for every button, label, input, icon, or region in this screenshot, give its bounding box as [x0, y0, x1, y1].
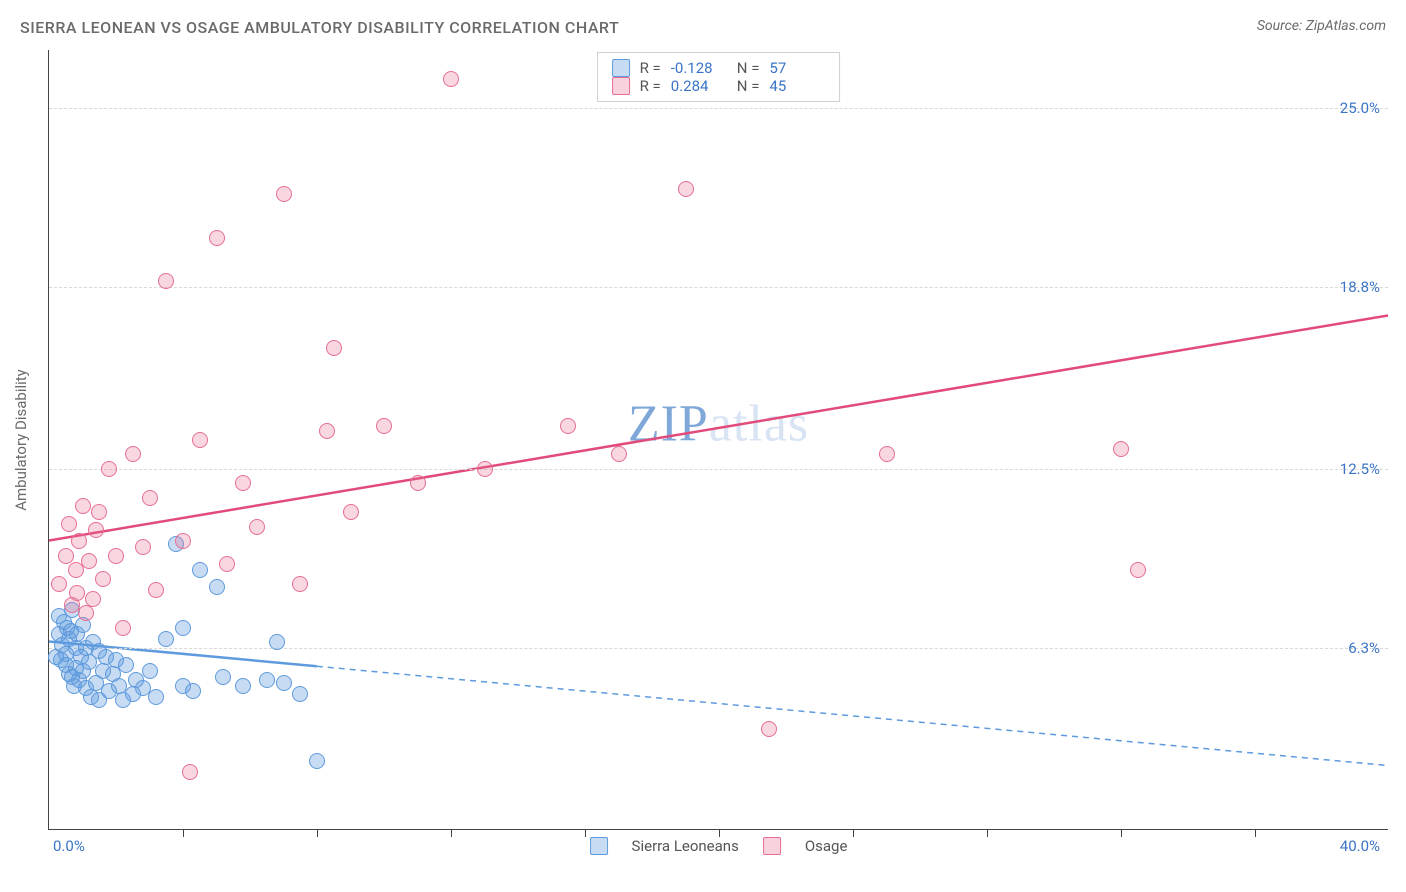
gridline-h	[49, 108, 1388, 109]
y-tick-label: 25.0%	[1340, 99, 1380, 117]
y-tick-label: 18.8%	[1340, 278, 1380, 296]
data-point	[185, 683, 201, 699]
data-point	[158, 273, 174, 289]
data-point	[1130, 562, 1146, 578]
trend-lines	[49, 50, 1388, 829]
data-point	[148, 689, 164, 705]
data-point	[215, 669, 231, 685]
data-point	[51, 576, 67, 592]
data-point	[175, 533, 191, 549]
data-point	[85, 591, 101, 607]
data-point	[443, 71, 459, 87]
data-point	[259, 672, 275, 688]
data-point	[235, 475, 251, 491]
data-point	[376, 418, 392, 434]
data-point	[292, 576, 308, 592]
data-point	[182, 764, 198, 780]
data-point	[319, 423, 335, 439]
data-point	[71, 533, 87, 549]
data-point	[276, 186, 292, 202]
stats-row-1: R =-0.128 N =57	[612, 59, 826, 77]
data-point	[879, 446, 895, 462]
data-point	[135, 539, 151, 555]
legend-label-1: Sierra Leoneans	[632, 837, 739, 855]
y-axis-title: Ambulatory Disability	[12, 369, 30, 511]
stats-row-2: R =0.284 N =45	[612, 77, 826, 95]
source-label: Source: ZipAtlas.com	[1257, 18, 1386, 34]
x-tick	[451, 829, 452, 837]
legend-label-2: Osage	[805, 837, 848, 855]
x-tick	[183, 829, 184, 837]
data-point	[175, 620, 191, 636]
data-point	[115, 620, 131, 636]
chart-title: SIERRA LEONEAN VS OSAGE AMBULATORY DISAB…	[20, 18, 619, 37]
data-point	[209, 579, 225, 595]
legend: Sierra Leoneans Osage	[590, 837, 848, 855]
watermark: ZIPatlas	[628, 394, 809, 453]
y-tick-label: 6.3%	[1348, 639, 1380, 657]
scatter-chart: Ambulatory Disability ZIPatlas R =-0.128…	[48, 50, 1388, 830]
data-point	[560, 418, 576, 434]
data-point	[326, 340, 342, 356]
data-point	[78, 605, 94, 621]
data-point	[108, 548, 124, 564]
data-point	[410, 475, 426, 491]
data-point	[611, 446, 627, 462]
legend-swatch-blue-icon	[590, 837, 608, 855]
data-point	[58, 548, 74, 564]
data-point	[91, 504, 107, 520]
data-point	[192, 432, 208, 448]
data-point	[142, 490, 158, 506]
legend-swatch-pink-icon	[763, 837, 781, 855]
x-tick	[317, 829, 318, 837]
data-point	[249, 519, 265, 535]
data-point	[88, 522, 104, 538]
data-point	[276, 675, 292, 691]
stats-box: R =-0.128 N =57 R =0.284 N =45	[597, 52, 841, 102]
swatch-pink-icon	[612, 77, 630, 95]
data-point	[761, 721, 777, 737]
data-point	[158, 631, 174, 647]
x-tick	[1255, 829, 1256, 837]
data-point	[678, 181, 694, 197]
x-tick	[1121, 829, 1122, 837]
x-min-label: 0.0%	[53, 837, 85, 855]
data-point	[148, 582, 164, 598]
y-tick-label: 12.5%	[1340, 460, 1380, 478]
gridline-h	[49, 648, 1388, 649]
data-point	[95, 571, 111, 587]
x-tick	[719, 829, 720, 837]
x-tick	[987, 829, 988, 837]
data-point	[292, 686, 308, 702]
swatch-blue-icon	[612, 59, 630, 77]
data-point	[69, 585, 85, 601]
gridline-h	[49, 469, 1388, 470]
data-point	[75, 498, 91, 514]
x-max-label: 40.0%	[1340, 837, 1380, 855]
data-point	[142, 663, 158, 679]
data-point	[101, 461, 117, 477]
data-point	[192, 562, 208, 578]
data-point	[235, 678, 251, 694]
data-point	[209, 230, 225, 246]
x-tick	[585, 829, 586, 837]
data-point	[125, 446, 141, 462]
data-point	[81, 553, 97, 569]
data-point	[61, 516, 77, 532]
gridline-h	[49, 287, 1388, 288]
data-point	[118, 657, 134, 673]
data-point	[343, 504, 359, 520]
data-point	[1113, 441, 1129, 457]
data-point	[309, 753, 325, 769]
data-point	[219, 556, 235, 572]
x-tick	[853, 829, 854, 837]
data-point	[269, 634, 285, 650]
data-point	[477, 461, 493, 477]
